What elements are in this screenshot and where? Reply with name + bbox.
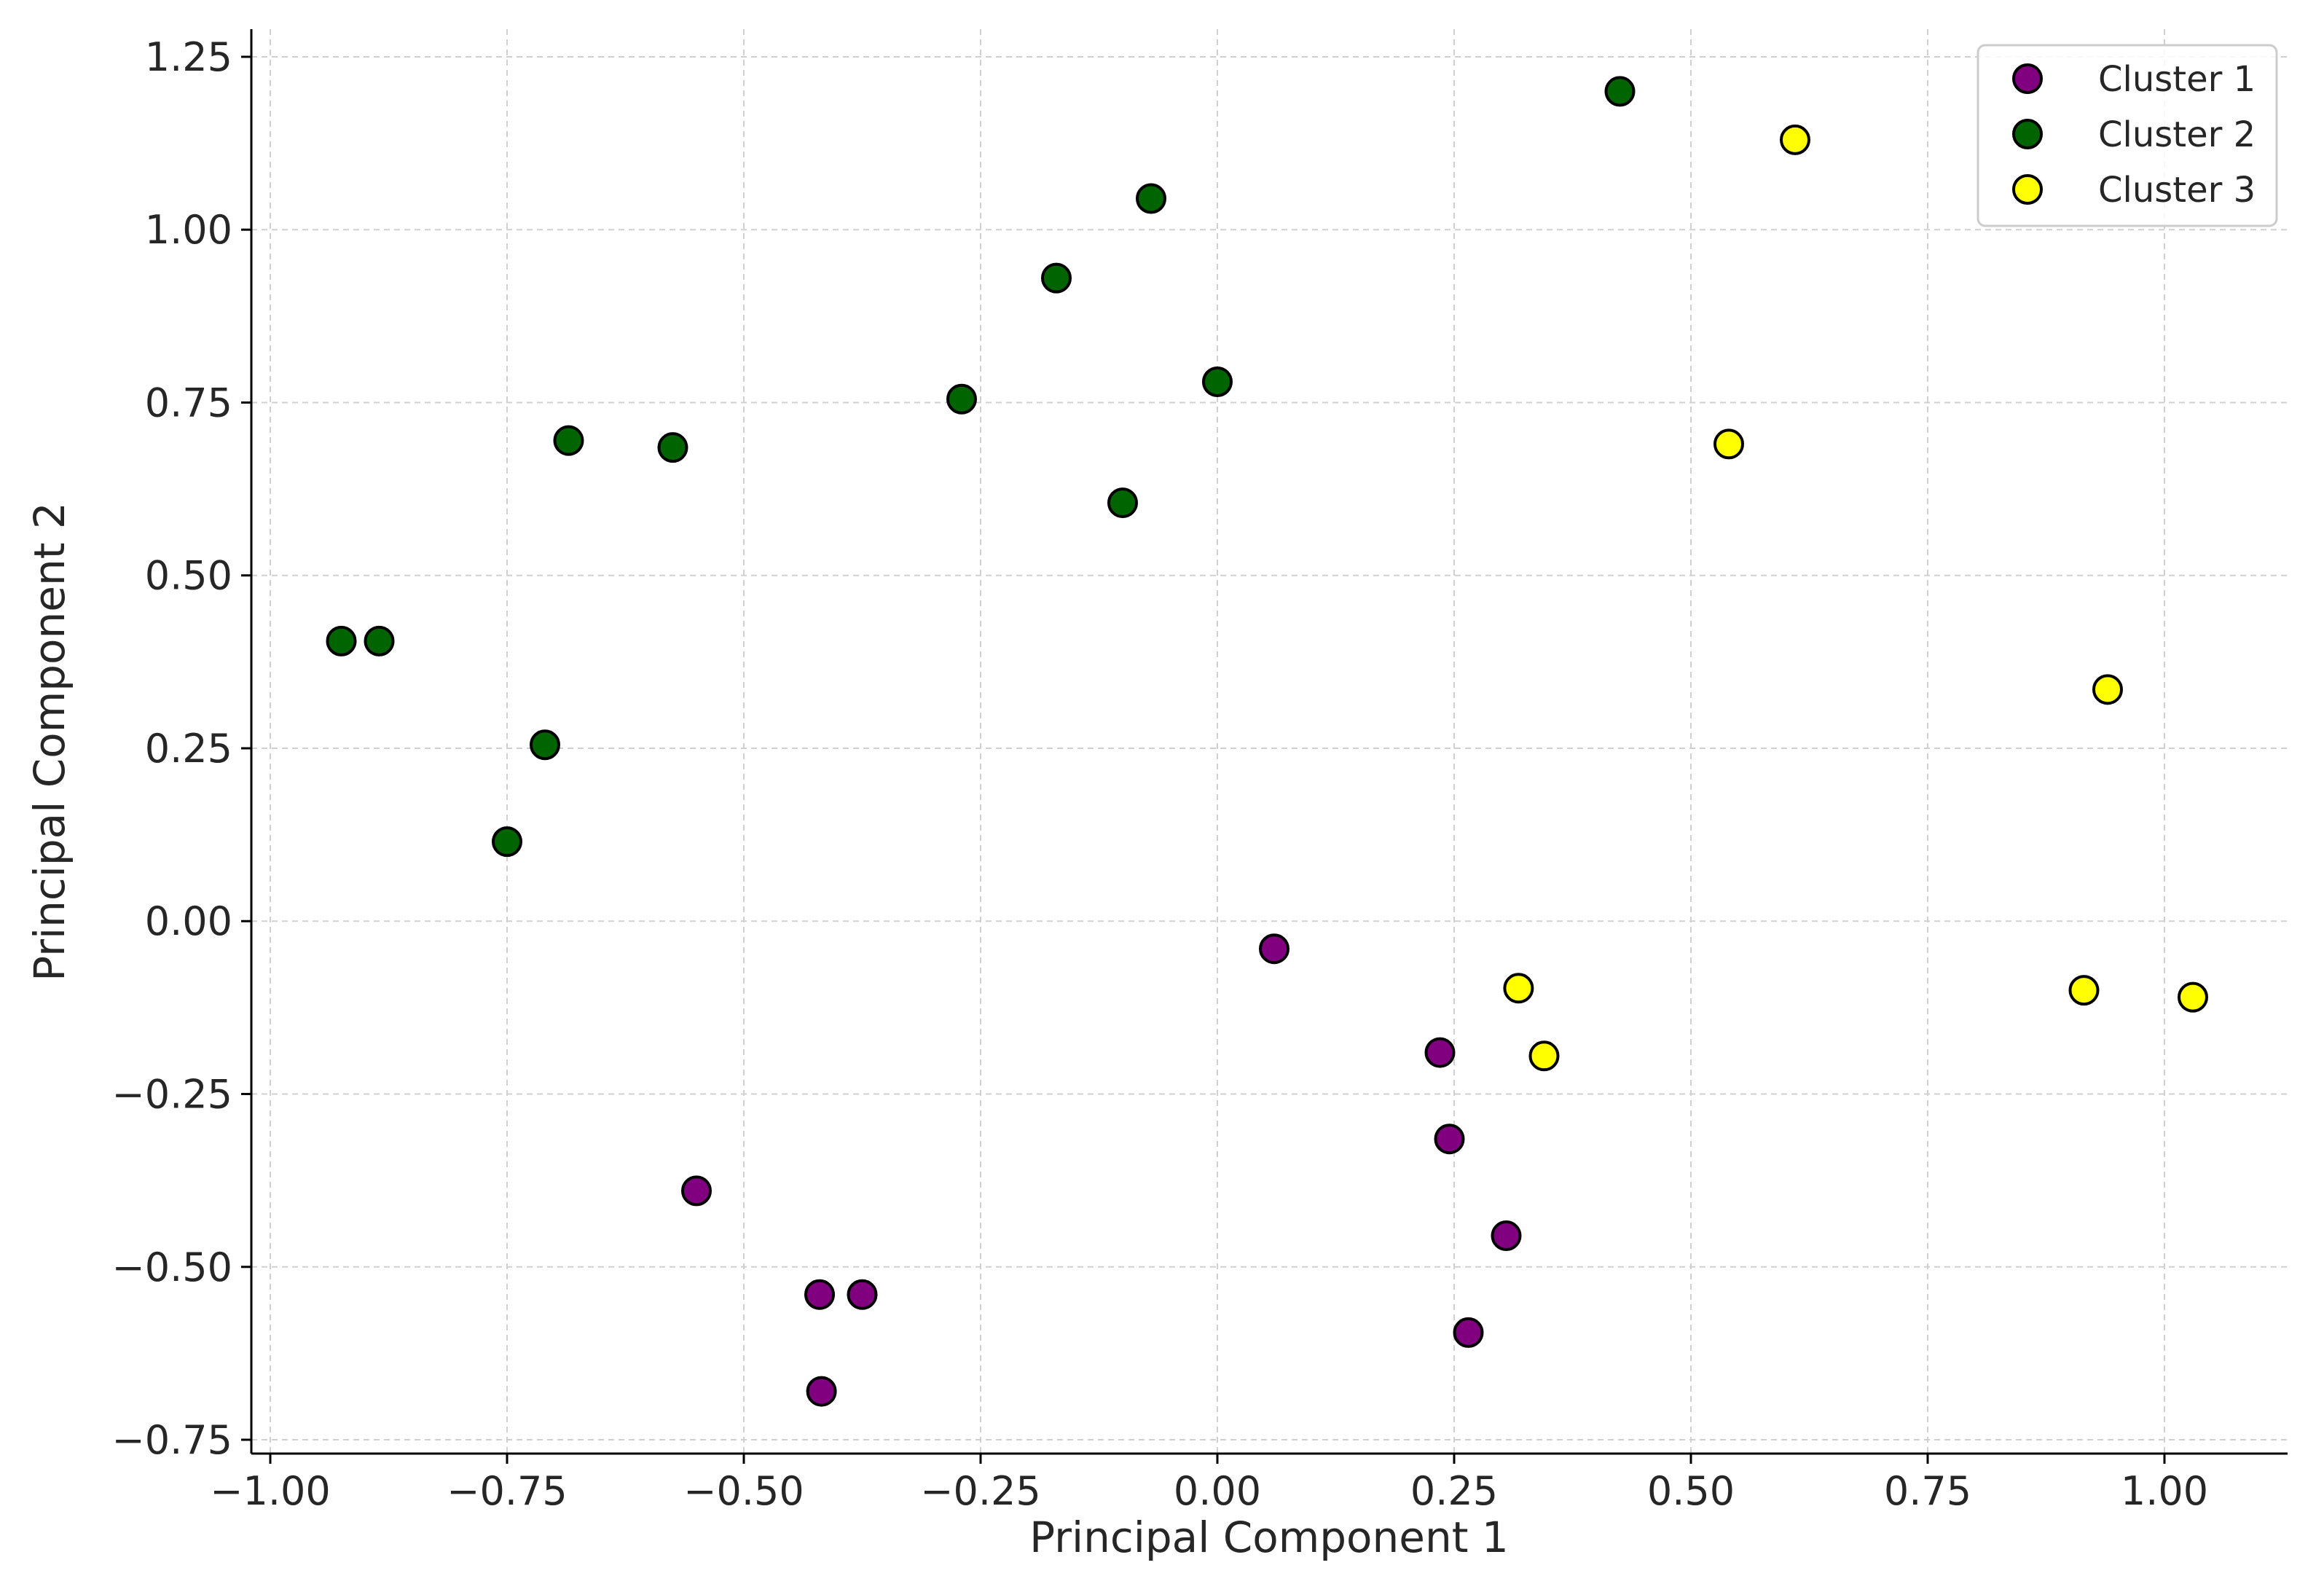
x-ticks: −1.00 −0.75 −0.50 −0.25 0.00 0.25 0.50 0.75 1.00: [210, 1454, 2208, 1514]
cluster-3-point: [2178, 981, 2208, 1013]
legend: Cluster 1 Cluster 2 Cluster 3: [1976, 44, 2278, 227]
y-tick-label: 0.25: [145, 726, 232, 772]
cluster-2-point: [553, 425, 584, 456]
cluster-2-point: [1604, 76, 1636, 107]
cluster-3-point: [1528, 1040, 1560, 1072]
legend-label-cluster-1: Cluster 1: [2098, 59, 2256, 100]
cluster-1-point: [806, 1376, 837, 1407]
gridlines: [251, 29, 2288, 1454]
cluster-2-point: [946, 383, 977, 415]
x-tick-label: 1.00: [2121, 1468, 2208, 1514]
y-tick-label: 0.00: [145, 898, 232, 944]
cluster-2-point: [1107, 487, 1138, 519]
data-points: [326, 76, 2208, 1407]
y-tick-label: −0.50: [112, 1244, 232, 1290]
y-tick-label: −0.25: [112, 1072, 232, 1118]
legend-marker-cluster-3: [2012, 174, 2043, 205]
x-tick-label: 0.50: [1647, 1468, 1735, 1514]
x-tick-label: 0.25: [1410, 1468, 1498, 1514]
cluster-1-point: [681, 1175, 712, 1207]
legend-marker-cluster-1: [2012, 63, 2043, 94]
y-tick-label: 0.50: [145, 553, 232, 599]
cluster-2-point: [492, 826, 522, 858]
cluster-1-point: [1453, 1317, 1484, 1348]
cluster-1-point: [804, 1279, 835, 1310]
y-axis-label: Principal Component 2: [25, 502, 74, 981]
cluster-3-point: [1713, 428, 1744, 460]
cluster-1-point: [847, 1279, 878, 1310]
cluster-1-point: [1491, 1220, 1522, 1252]
axes: [250, 29, 2288, 1455]
cluster-2-point: [1136, 183, 1166, 214]
cluster-3-point: [2092, 674, 2123, 705]
x-axis-label: Principal Component 1: [1029, 1513, 1509, 1562]
y-tick-label: −0.75: [112, 1417, 232, 1463]
legend-marker-cluster-2: [2012, 119, 2043, 149]
cluster-1-point: [1424, 1037, 1456, 1068]
x-tick-label: −0.50: [683, 1468, 804, 1514]
cluster-3-point: [1780, 124, 1810, 155]
x-tick-label: −0.75: [447, 1468, 567, 1514]
y-tick-label: 1.25: [145, 34, 232, 80]
x-tick-label: 0.75: [1884, 1468, 1971, 1514]
cluster-1-point: [1259, 933, 1289, 965]
cluster-2-point: [1041, 262, 1072, 294]
cluster-2-point: [657, 432, 688, 463]
cluster-2-point: [1202, 366, 1233, 398]
cluster-3-point: [2068, 975, 2100, 1006]
cluster-3-point: [1503, 973, 1534, 1004]
cluster-2-point: [530, 729, 560, 761]
x-tick-label: −1.00: [210, 1468, 330, 1514]
cluster-2-point: [326, 625, 357, 656]
x-tick-label: −0.25: [920, 1468, 1040, 1514]
y-tick-label: 0.75: [145, 380, 232, 426]
y-tick-label: 1.00: [145, 207, 232, 253]
x-tick-label: 0.00: [1174, 1468, 1261, 1514]
legend-label-cluster-3: Cluster 3: [2098, 170, 2256, 211]
legend-label-cluster-2: Cluster 2: [2098, 114, 2256, 155]
cluster-2-point: [364, 625, 395, 656]
cluster-1-point: [1434, 1124, 1465, 1155]
legend-frame: [1976, 44, 2278, 227]
y-ticks: −0.75 −0.50 −0.25 0.00 0.25 0.50 0.75 1.00 1.25: [112, 34, 251, 1463]
